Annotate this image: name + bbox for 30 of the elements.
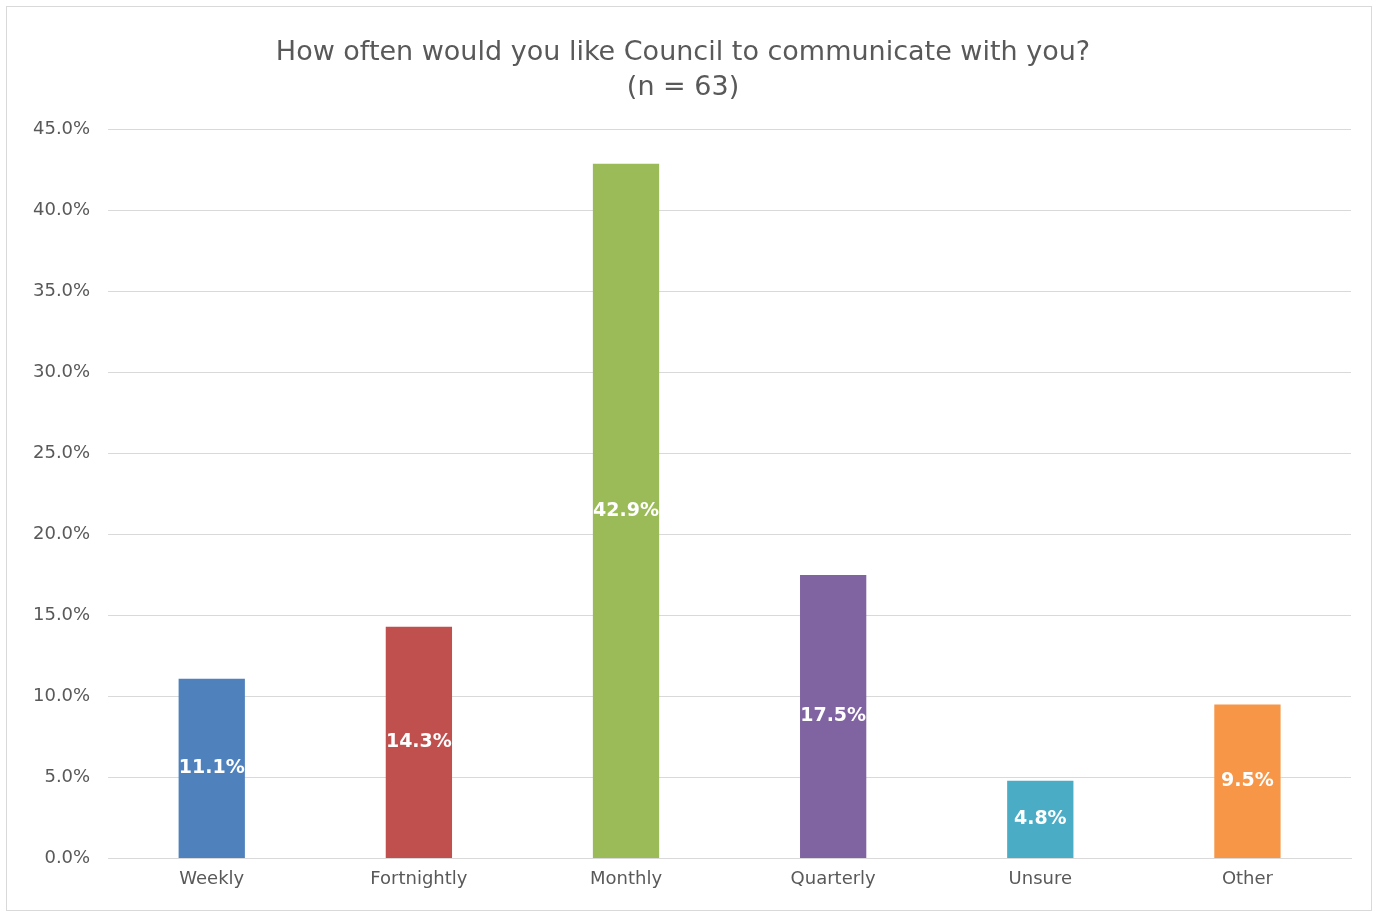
data-label: 14.3% <box>385 729 452 752</box>
y-tick-label: 30.0% <box>32 360 91 382</box>
x-tick-label: Weekly <box>179 866 245 888</box>
bar <box>385 626 453 858</box>
x-tick-label: Other <box>1221 866 1274 888</box>
y-tick-label: 45.0% <box>32 117 91 139</box>
y-tick-label: 35.0% <box>32 279 91 301</box>
chart-subtitle: (n = 63) <box>626 69 740 101</box>
bar <box>1007 780 1074 858</box>
x-tick-label: Quarterly <box>790 866 877 888</box>
y-tick-label: 40.0% <box>32 198 91 220</box>
x-tick-label: Fortnightly <box>370 866 468 888</box>
data-label: 42.9% <box>593 497 659 520</box>
chart-title: How often would you like Council to communicate with you? <box>275 35 1091 67</box>
y-tick-label: 25.0% <box>32 441 91 463</box>
bar <box>178 678 245 858</box>
x-tick-label: Unsure <box>1008 866 1073 888</box>
data-label: 4.8% <box>1013 806 1067 829</box>
y-tick-label: 20.0% <box>32 522 91 544</box>
bar <box>592 163 660 858</box>
data-label: 9.5% <box>1221 768 1274 791</box>
y-tick-label: 10.0% <box>32 684 91 706</box>
y-tick-label: 5.0% <box>44 765 91 787</box>
x-tick-label: Monthly <box>589 866 663 888</box>
bar <box>1214 704 1281 858</box>
data-label: 11.1% <box>178 755 245 778</box>
y-tick-label: 0.0% <box>44 846 91 868</box>
bar <box>800 575 867 858</box>
y-tick-label: 15.0% <box>32 603 91 625</box>
data-label: 17.5% <box>800 703 867 726</box>
